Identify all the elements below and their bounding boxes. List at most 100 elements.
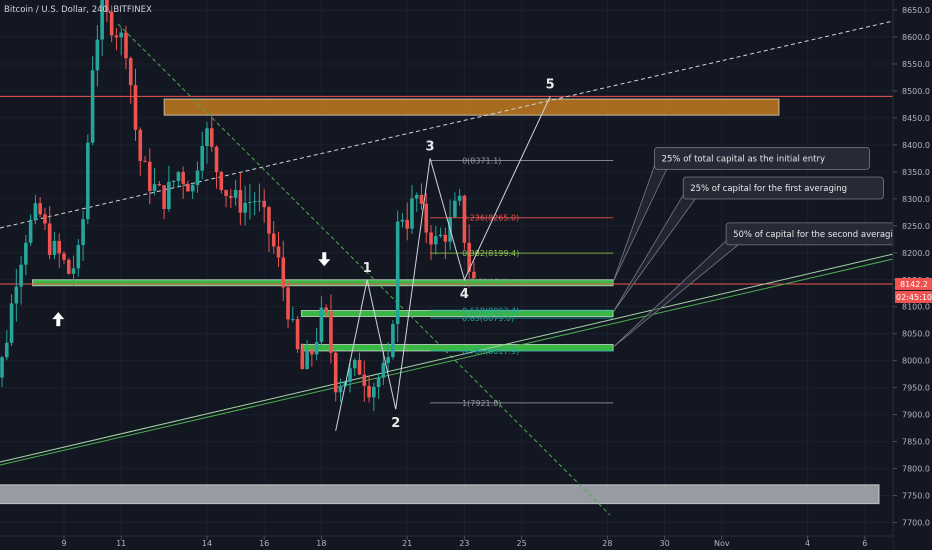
candle-body[interactable]	[410, 198, 414, 229]
candle-body[interactable]	[100, 0, 104, 40]
support-zone[interactable]	[0, 484, 880, 505]
candle-body[interactable]	[9, 303, 14, 343]
candle-body[interactable]	[276, 246, 281, 258]
candle-body[interactable]	[472, 271, 476, 279]
candle-body[interactable]	[314, 341, 319, 355]
candle-body[interactable]	[267, 207, 271, 234]
candle-body[interactable]	[224, 190, 228, 196]
candle-body[interactable]	[86, 142, 90, 220]
candle-body[interactable]	[248, 201, 252, 203]
candle-body[interactable]	[52, 240, 57, 255]
annotation-box[interactable]	[654, 146, 870, 170]
candle-body[interactable]	[157, 184, 162, 186]
candle-body[interactable]	[376, 377, 381, 387]
first-averaging-zone[interactable]	[300, 310, 614, 318]
candle-body[interactable]	[90, 70, 95, 143]
candle-body[interactable]	[109, 11, 114, 36]
candle-body[interactable]	[19, 264, 23, 287]
candle-body[interactable]	[152, 184, 157, 192]
candle-body[interactable]	[238, 190, 243, 213]
candle-body[interactable]	[62, 253, 66, 260]
candle-body[interactable]	[162, 185, 166, 209]
candle-body[interactable]	[429, 232, 433, 245]
candle-body[interactable]	[357, 359, 362, 375]
candle-body[interactable]	[462, 195, 467, 243]
candle-body[interactable]	[5, 342, 9, 358]
candle-body[interactable]	[71, 268, 76, 274]
candle-body[interactable]	[391, 323, 395, 358]
candle-body[interactable]	[143, 160, 147, 162]
candle-body[interactable]	[128, 58, 133, 86]
candle-body[interactable]	[405, 219, 409, 229]
candle-body[interactable]	[438, 234, 443, 237]
candle-body[interactable]	[114, 35, 119, 38]
candle-body[interactable]	[257, 200, 262, 202]
candle-body[interactable]	[381, 362, 386, 378]
candle-body[interactable]	[243, 202, 247, 213]
candle-body[interactable]	[209, 128, 214, 147]
candle-body[interactable]	[333, 352, 338, 393]
candle-body[interactable]	[329, 311, 333, 353]
candle-body[interactable]	[47, 223, 52, 255]
time-axis[interactable]: 9 11 14 16 18 21 23 25 28 30 Nov 4 6	[61, 536, 867, 548]
candle-body[interactable]	[57, 240, 62, 254]
candle-body[interactable]	[233, 190, 238, 198]
candle-body[interactable]	[262, 200, 266, 208]
candle-body[interactable]	[295, 319, 300, 350]
candle-body[interactable]	[24, 242, 28, 265]
candle-body[interactable]	[286, 287, 290, 320]
candle-body[interactable]	[443, 234, 448, 242]
candle-body[interactable]	[0, 357, 4, 378]
second-averaging-zone[interactable]	[300, 343, 614, 352]
candle-body[interactable]	[76, 245, 81, 269]
candle-body[interactable]	[186, 183, 190, 192]
candle-body[interactable]	[124, 32, 128, 59]
candle-body[interactable]	[214, 146, 219, 173]
candle-body[interactable]	[14, 286, 19, 304]
support-trendline[interactable]	[0, 249, 932, 466]
candle-body[interactable]	[252, 201, 257, 203]
candle-body[interactable]	[400, 219, 405, 222]
candle-body[interactable]	[271, 233, 276, 247]
candle-body[interactable]	[38, 203, 42, 215]
candle-body[interactable]	[181, 172, 185, 184]
candle-body[interactable]	[171, 180, 176, 182]
candle-body[interactable]	[467, 242, 471, 272]
candle-body[interactable]	[66, 259, 71, 274]
candle-body[interactable]	[81, 219, 85, 246]
candle-body[interactable]	[291, 319, 295, 321]
candle-body[interactable]	[148, 161, 152, 192]
candle-body[interactable]	[28, 219, 33, 243]
candle-body[interactable]	[338, 386, 343, 393]
wave-path[interactable]	[335, 96, 551, 431]
support-trendline-light[interactable]	[0, 244, 932, 463]
candle-body[interactable]	[310, 349, 314, 355]
candle-body[interactable]	[424, 203, 429, 233]
candle-body[interactable]	[362, 374, 367, 386]
candle-body[interactable]	[281, 257, 286, 288]
candle-body[interactable]	[453, 200, 457, 217]
candle-body[interactable]	[395, 221, 400, 324]
candle-body[interactable]	[200, 146, 205, 171]
candle-body[interactable]	[434, 236, 438, 245]
candle-body[interactable]	[205, 128, 209, 147]
candle-body[interactable]	[219, 172, 224, 191]
candle-body[interactable]	[324, 307, 328, 312]
dashed-trendline-upper[interactable]	[0, 11, 932, 229]
entry-zone[interactable]	[32, 279, 614, 287]
candle-body[interactable]	[33, 203, 38, 220]
candle-body[interactable]	[300, 349, 305, 369]
candle-body[interactable]	[119, 32, 123, 38]
resistance-zone[interactable]	[163, 98, 780, 116]
candle-body[interactable]	[372, 386, 376, 398]
candle-body[interactable]	[348, 368, 352, 382]
candle-body[interactable]	[43, 214, 47, 224]
candle-body[interactable]	[176, 172, 181, 181]
dashed-trendline-descending[interactable]	[117, 23, 611, 516]
candle-body[interactable]	[319, 307, 324, 342]
candle-body[interactable]	[386, 357, 390, 363]
candle-body[interactable]	[105, 0, 109, 12]
candle-body[interactable]	[352, 359, 357, 369]
candle-body[interactable]	[367, 385, 371, 398]
